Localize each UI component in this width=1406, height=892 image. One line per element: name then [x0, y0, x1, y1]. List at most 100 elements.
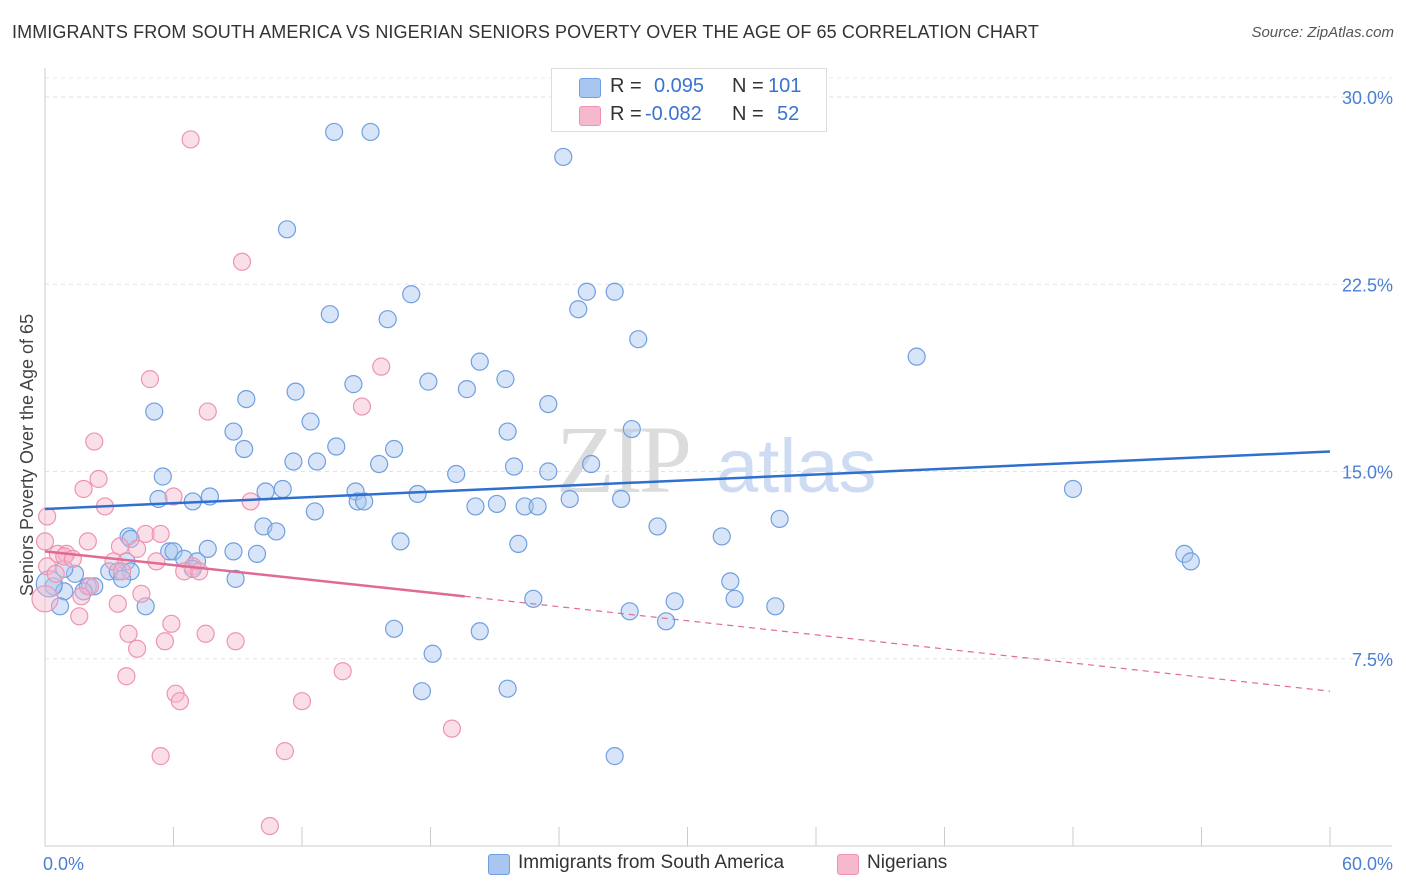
data-point	[509, 534, 528, 554]
data-point	[153, 467, 172, 486]
data-point	[108, 594, 127, 613]
data-point	[237, 389, 256, 409]
data-point	[907, 347, 926, 366]
data-point	[612, 489, 631, 509]
data-point	[515, 497, 534, 516]
data-point	[226, 632, 245, 651]
data-point	[46, 564, 65, 583]
data-point	[327, 437, 346, 456]
data-point	[419, 372, 438, 391]
data-point	[147, 552, 166, 571]
data-point	[665, 592, 684, 611]
data-point	[162, 614, 181, 633]
data-point	[224, 542, 243, 561]
y-tick-label: 22.5%	[1342, 275, 1393, 295]
trend-line-nigerians	[44, 550, 465, 598]
data-point	[85, 577, 104, 596]
data-point	[31, 585, 59, 613]
series-nigerians-points	[31, 130, 462, 836]
data-point	[384, 619, 404, 638]
chart-title: IMMIGRANTS FROM SOUTH AMERICA VS NIGERIA…	[12, 22, 1039, 42]
data-point	[605, 282, 624, 301]
data-point	[622, 419, 641, 439]
data-point	[164, 487, 183, 506]
data-point	[235, 439, 254, 459]
data-point	[136, 524, 155, 544]
data-point	[770, 509, 789, 529]
data-point	[260, 816, 279, 836]
r-value: -0.082	[645, 103, 702, 125]
data-point	[582, 454, 601, 474]
n-label: N =	[732, 75, 764, 97]
data-point	[487, 494, 506, 514]
data-point	[725, 589, 744, 608]
series-immigrants-points	[35, 122, 1200, 766]
data-point	[198, 539, 217, 558]
data-point	[648, 517, 667, 536]
data-point	[164, 542, 183, 561]
n-label: N =	[732, 103, 764, 125]
data-point	[74, 479, 93, 499]
data-point	[226, 569, 245, 588]
data-point	[384, 439, 404, 459]
data-point	[85, 432, 104, 451]
data-point	[305, 502, 324, 521]
data-point	[151, 747, 170, 766]
data-point	[402, 285, 421, 304]
data-point	[256, 482, 275, 501]
data-point	[348, 492, 367, 511]
data-point	[72, 587, 91, 606]
data-point	[190, 562, 209, 581]
stats-legend-row-immigrants: R = 0.095 N = 101	[552, 73, 826, 101]
data-point	[38, 507, 57, 526]
data-point	[277, 220, 297, 239]
data-point	[498, 422, 517, 441]
data-point	[286, 382, 305, 401]
r-label: R =	[610, 103, 642, 125]
data-point	[656, 612, 676, 631]
data-point	[232, 252, 252, 271]
data-point	[145, 402, 164, 421]
data-point	[132, 584, 151, 603]
data-point	[496, 370, 515, 389]
axes	[44, 68, 1392, 847]
data-point	[620, 602, 639, 621]
immigrants-swatch	[579, 78, 601, 98]
data-point	[273, 479, 292, 499]
data-point	[361, 122, 380, 142]
data-point	[370, 454, 389, 474]
data-point	[117, 667, 136, 686]
data-point	[284, 452, 303, 471]
x-tick-label: 60.0%	[1342, 854, 1393, 874]
data-point	[89, 469, 108, 489]
data-point	[766, 597, 785, 616]
data-point	[539, 394, 558, 414]
data-point	[524, 589, 543, 608]
data-point	[224, 422, 243, 441]
data-point	[447, 464, 466, 484]
data-point	[307, 452, 327, 471]
data-point	[160, 542, 179, 561]
data-point	[70, 607, 89, 626]
data-point	[372, 357, 391, 376]
data-point	[112, 562, 132, 581]
data-point	[35, 532, 55, 551]
data-point	[127, 539, 147, 558]
data-point	[170, 692, 190, 711]
data-point	[292, 692, 312, 711]
x-tick-label: 0.0%	[43, 854, 84, 874]
tick-labels: 7.5% 15.0% 22.5% 30.0% 0.0% 60.0%	[43, 88, 1393, 874]
data-point	[112, 569, 132, 588]
nigerians-legend-swatch	[837, 854, 859, 875]
data-point	[196, 624, 215, 643]
data-point	[352, 397, 372, 416]
data-point	[65, 564, 85, 583]
r-value: 0.095	[654, 75, 705, 97]
data-point	[198, 402, 217, 421]
y-tick-label: 15.0%	[1342, 463, 1393, 483]
data-point	[333, 662, 352, 681]
y-tick-label: 7.5%	[1352, 650, 1393, 670]
data-point	[267, 522, 286, 541]
data-point	[275, 742, 294, 761]
data-point	[355, 492, 374, 511]
